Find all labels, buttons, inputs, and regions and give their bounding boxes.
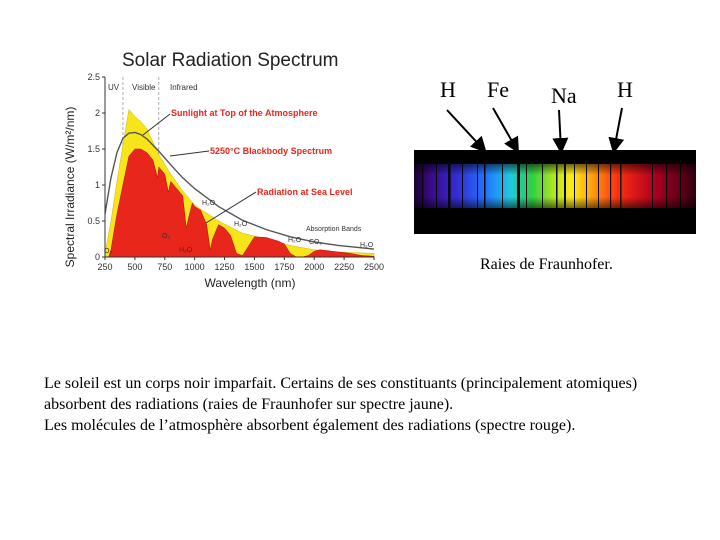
axes: 250 500 750 1000 1250 1500 1750 2000 2250 2500 0 0.… bbox=[87, 72, 384, 272]
y-tick-label: 0.5 bbox=[87, 216, 100, 226]
arrow-h-right bbox=[608, 107, 625, 154]
absorption-line bbox=[422, 162, 424, 210]
pointer-arrows bbox=[446, 107, 625, 154]
region-label-uv: UV bbox=[108, 83, 120, 92]
series-blackbody bbox=[104, 131, 375, 250]
region-label-visible: Visible bbox=[132, 83, 156, 92]
absorption-lines bbox=[422, 162, 681, 210]
x-tick-label: 2250 bbox=[334, 262, 354, 272]
absorption-line bbox=[666, 162, 668, 210]
annot-h2o-3: H₂O bbox=[179, 247, 193, 254]
chart-title: Solar Radiation Spectrum bbox=[122, 50, 339, 71]
absorption-line bbox=[502, 162, 503, 210]
absorption-line bbox=[448, 162, 451, 210]
y-tick-label: 1.5 bbox=[87, 144, 100, 154]
pointer-blackbody bbox=[169, 150, 210, 157]
fraunhofer-spectrum bbox=[414, 150, 696, 234]
absorption-line bbox=[517, 162, 520, 210]
arrow-h-left bbox=[446, 109, 487, 153]
x-tick-label: 500 bbox=[127, 262, 142, 272]
pointer-sea-level bbox=[205, 191, 257, 224]
absorption-line bbox=[436, 162, 437, 210]
arrow-fe bbox=[492, 107, 519, 154]
x-tick-label: 1250 bbox=[215, 262, 235, 272]
label-blackbody: 5250°C Blackbody Spectrum bbox=[210, 146, 332, 156]
element-label-na: Na bbox=[551, 83, 577, 108]
body-text-line-3: Les molécules de l’atmosphère absorbent … bbox=[44, 417, 576, 434]
region-labels: UV Visible Infrared bbox=[108, 83, 198, 92]
region-label-infrared: Infrared bbox=[170, 83, 198, 92]
absorption-line bbox=[526, 162, 527, 210]
y-tick-label: 2 bbox=[95, 108, 100, 118]
annot-o3-mid: O₃ bbox=[162, 233, 170, 240]
y-tick-label: 0 bbox=[95, 252, 100, 262]
y-tick-label: 2.5 bbox=[87, 72, 100, 82]
arrow-na bbox=[552, 109, 569, 154]
body-text-line-1: Le soleil est un corps noir imparfait. C… bbox=[44, 375, 638, 392]
absorption-line bbox=[680, 162, 681, 210]
element-label-h-right: H bbox=[617, 77, 633, 102]
absorption-line bbox=[620, 162, 622, 210]
annot-h2o-1: H₂O bbox=[202, 200, 216, 207]
absorption-line bbox=[462, 162, 463, 210]
x-tick-label: 1500 bbox=[244, 262, 264, 272]
annot-h2o-2: H₂O bbox=[234, 221, 248, 228]
annot-h2o-5: H₂O bbox=[360, 242, 374, 249]
absorption-line bbox=[564, 162, 566, 210]
spectrum-shade bbox=[414, 164, 696, 208]
y-axis-label: Spectral Irradiance (W/m²/nm) bbox=[63, 107, 77, 268]
label-sea-level: Radiation at Sea Level bbox=[257, 187, 353, 197]
plot-area bbox=[104, 77, 375, 258]
spectrum-caption: Raies de Fraunhofer. bbox=[480, 256, 613, 273]
pointer-top-atmosphere bbox=[142, 113, 171, 136]
series-labels: Sunlight at Top of the Atmosphere 5250°C… bbox=[142, 108, 353, 224]
series-sea-level bbox=[108, 148, 375, 258]
absorption-line bbox=[610, 162, 612, 210]
absorption-line bbox=[484, 162, 486, 210]
x-axis-label: Wavelength (nm) bbox=[205, 276, 296, 290]
solar-spectrum-chart: Solar Radiation Spectrum Spectral Irradi… bbox=[63, 50, 384, 290]
x-tick-label: 250 bbox=[97, 262, 112, 272]
absorption-line bbox=[477, 162, 478, 210]
label-top-atmosphere: Sunlight at Top of the Atmosphere bbox=[171, 108, 318, 118]
absorption-line bbox=[542, 162, 543, 210]
annot-h2o-4: H₂O bbox=[288, 237, 302, 244]
absorption-line bbox=[652, 162, 653, 210]
y-tick-label: 1 bbox=[95, 180, 100, 190]
body-text-line-2: absorbent des radiations (raies de Fraun… bbox=[44, 396, 454, 413]
absorption-labels: O₃ O₃ H₂O H₂O H₂O H₂O CO₂ H₂O Absorption… bbox=[104, 200, 374, 255]
x-tick-label: 2000 bbox=[304, 262, 324, 272]
absorption-line bbox=[598, 162, 599, 210]
absorption-line bbox=[556, 162, 558, 210]
x-tick-label: 1750 bbox=[274, 262, 294, 272]
x-tick-label: 2500 bbox=[364, 262, 384, 272]
x-tick-label: 1000 bbox=[185, 262, 205, 272]
annot-absorption-bands: Absorption Bands bbox=[306, 226, 362, 233]
absorption-line bbox=[586, 162, 587, 210]
element-label-fe: Fe bbox=[487, 77, 509, 102]
x-tick-label: 750 bbox=[157, 262, 172, 272]
absorption-line bbox=[574, 162, 575, 210]
element-label-h-left: H bbox=[440, 77, 456, 102]
annot-co2: CO₂ bbox=[309, 239, 323, 246]
annot-o3-left: O₃ bbox=[104, 248, 112, 255]
